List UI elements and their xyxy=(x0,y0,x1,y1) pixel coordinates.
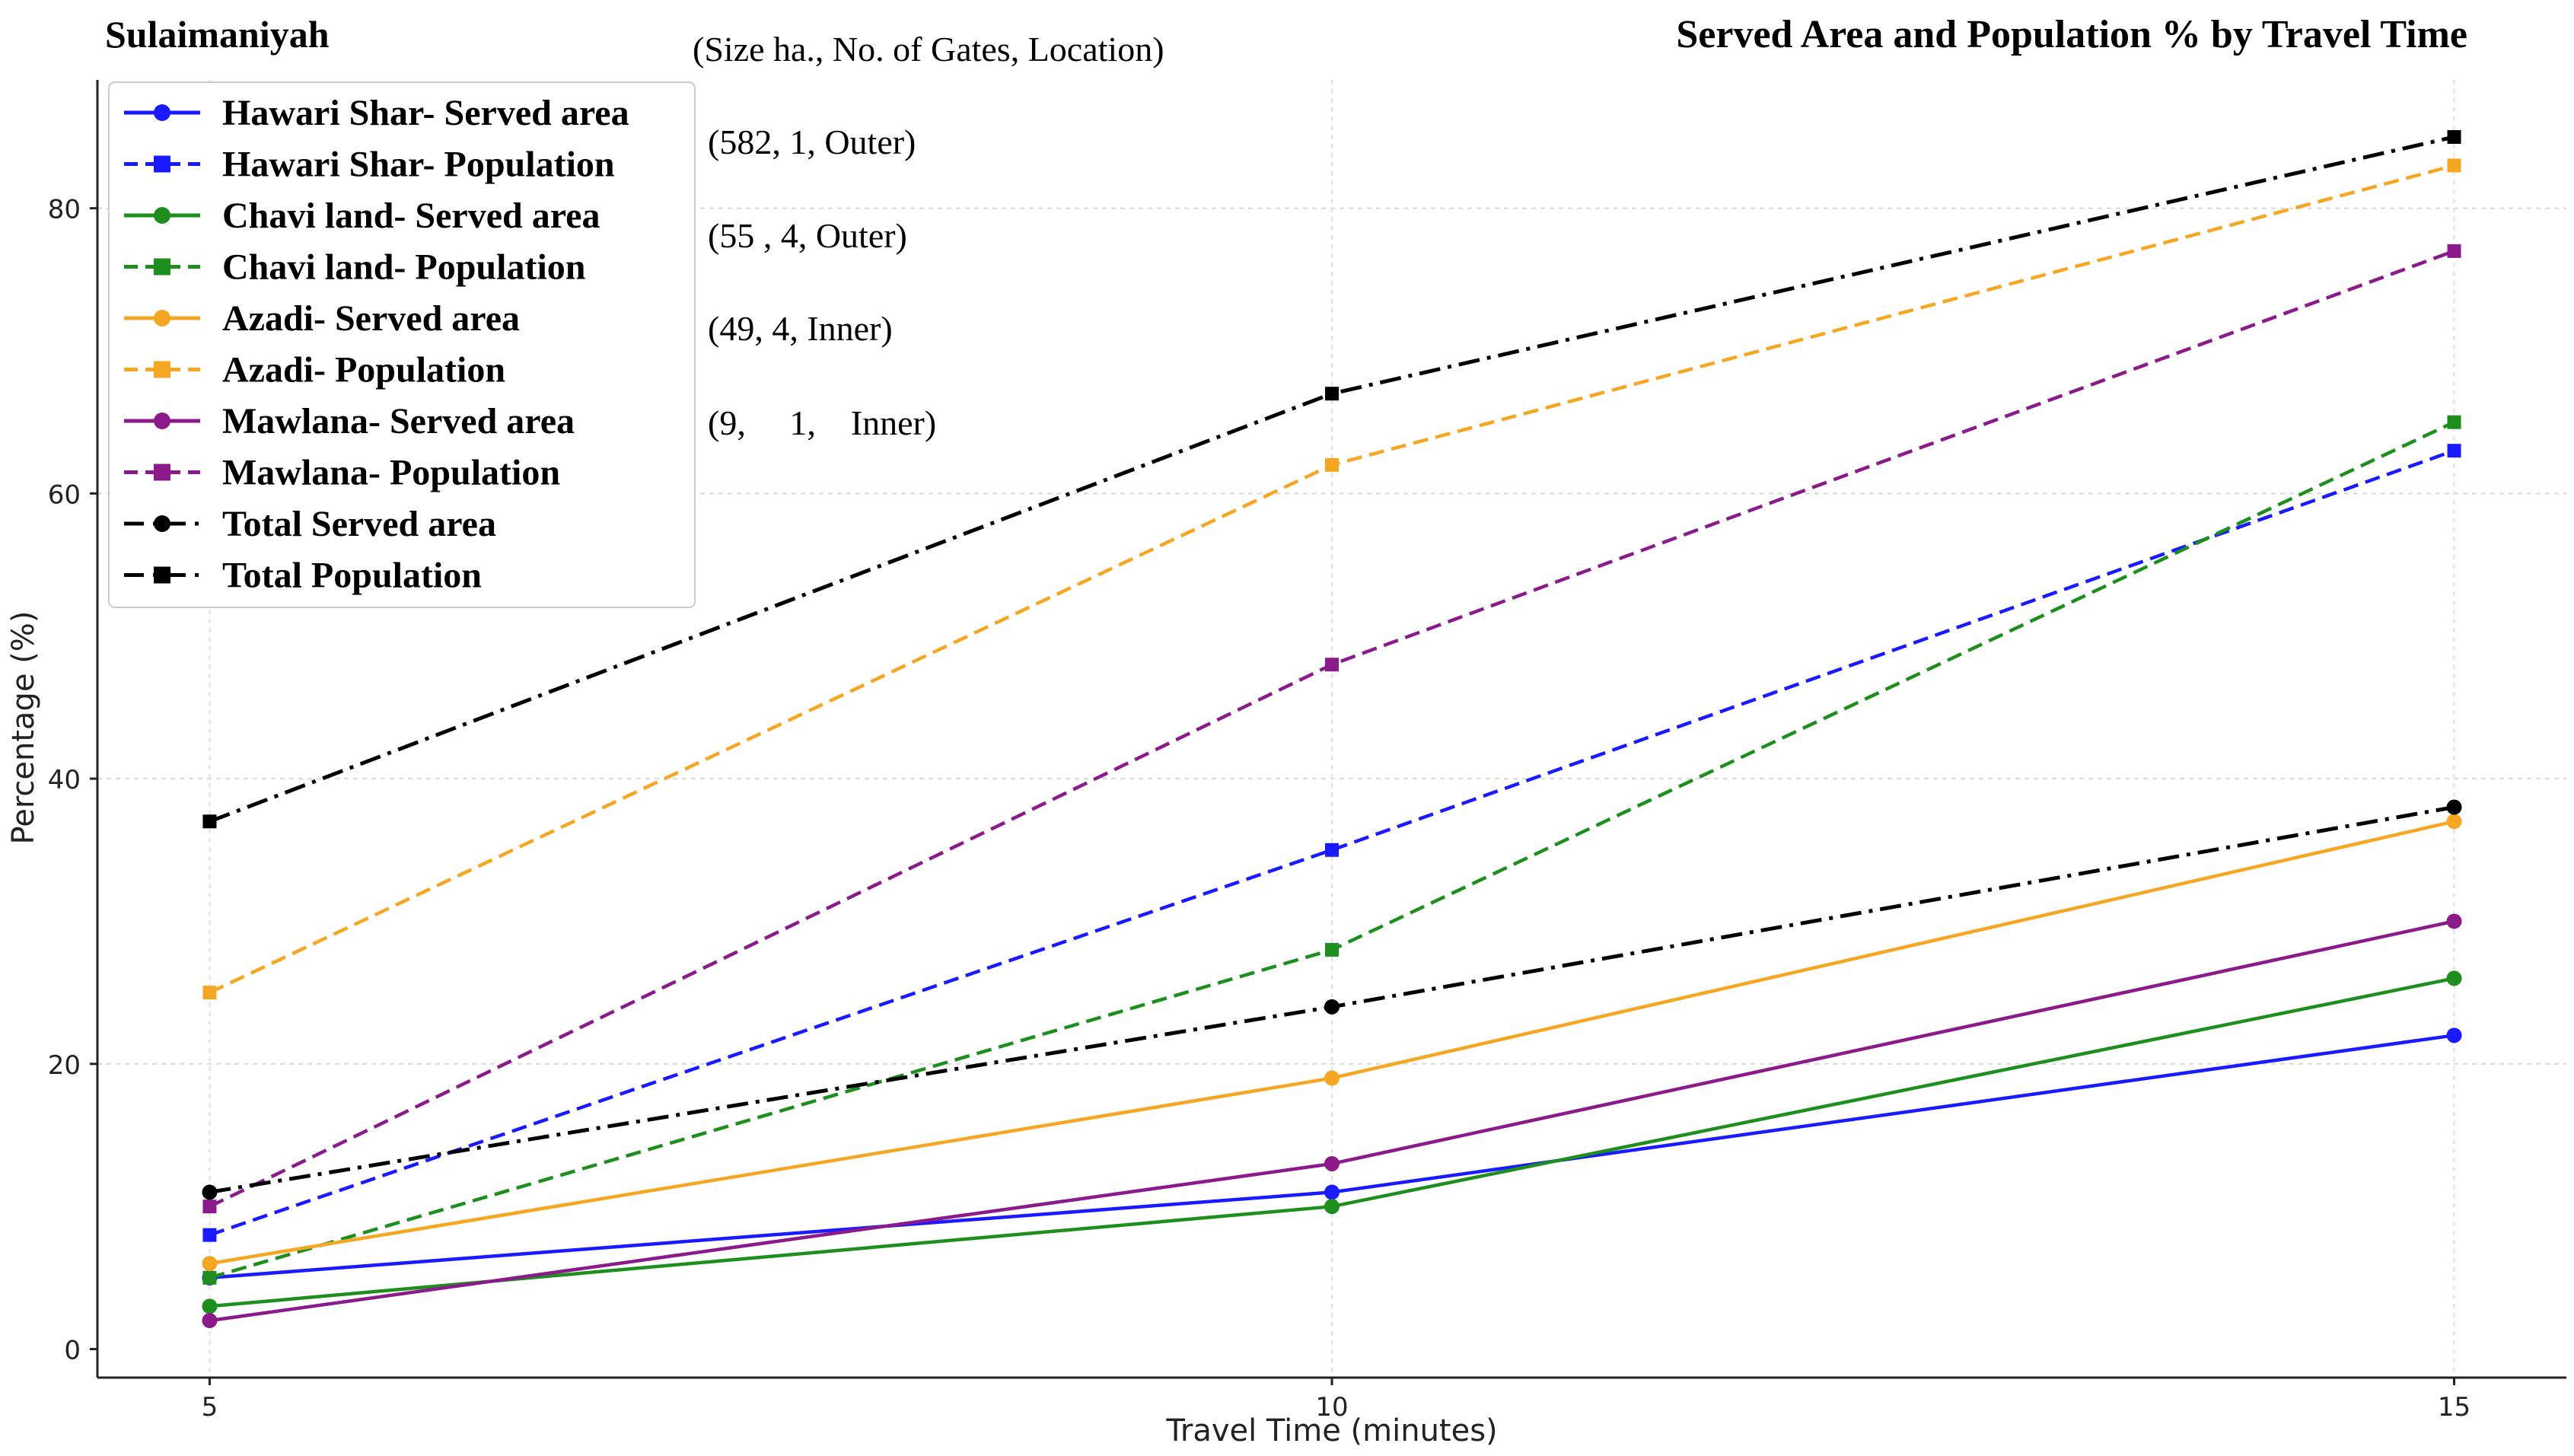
y-tick-label: 80 xyxy=(48,195,81,225)
data-point xyxy=(1325,942,1339,957)
data-point xyxy=(2446,1027,2462,1043)
y-tick-label: 0 xyxy=(64,1336,81,1366)
annotation-hawari-shar: (582, 1, Outer) xyxy=(708,123,916,161)
chart-title: Served Area and Population % by Travel T… xyxy=(1676,13,2467,56)
legend-item-hawari-shar-population: Hawari Shar- Population xyxy=(124,145,615,185)
data-point xyxy=(202,1228,217,1242)
city-title: Sulaimaniyah xyxy=(105,13,330,56)
annotation-mawlana: (9, 1, Inner) xyxy=(708,403,936,442)
series-azadi-served-area xyxy=(202,814,2462,1272)
data-point xyxy=(1325,843,1339,857)
y-axis-title: Percentage (%) xyxy=(6,611,41,845)
x-tick-label: 15 xyxy=(2438,1392,2470,1423)
legend-marker xyxy=(154,413,170,429)
legend-label: Hawari Shar- Population xyxy=(222,145,615,185)
legend-marker xyxy=(154,566,170,584)
series-chavi-land-served-area xyxy=(202,970,2462,1314)
legend-item-mawlana-served-area: Mawlana- Served area xyxy=(124,401,575,441)
series-mawlana-population xyxy=(202,244,2461,1214)
y-tick-label: 60 xyxy=(48,479,81,510)
legend-marker xyxy=(154,361,170,378)
data-point xyxy=(1324,1184,1340,1200)
data-point xyxy=(1325,387,1339,401)
x-tick-label: 10 xyxy=(1315,1392,1348,1423)
legend-marker xyxy=(154,155,170,173)
x-tick-label: 5 xyxy=(202,1392,218,1423)
legend-label: Chavi land- Population xyxy=(222,247,585,288)
data-point xyxy=(1324,1199,1340,1215)
series-lines xyxy=(202,129,2462,1329)
legend-item-total-population: Total Population xyxy=(124,556,482,596)
legend-marker xyxy=(154,258,170,276)
data-point xyxy=(1324,1155,1340,1171)
data-point xyxy=(202,1256,218,1272)
data-point xyxy=(2447,415,2461,429)
series-total-served-area xyxy=(202,799,2462,1200)
annotations: (582, 1, Outer) (55 , 4, Outer) (49, 4, … xyxy=(708,123,936,442)
series-mawlana-served-area xyxy=(202,913,2462,1329)
legend-item-chavi-land-population: Chavi land- Population xyxy=(124,247,585,288)
data-point xyxy=(2446,799,2462,815)
legend-marker xyxy=(154,515,170,532)
legend-item-total-served-area: Total Served area xyxy=(124,504,496,544)
legend-label: Chavi land- Served area xyxy=(222,196,600,236)
legend-label: Total Served area xyxy=(222,504,496,544)
data-point xyxy=(2447,158,2461,173)
legend: Hawari Shar- Served area Hawari Shar- Pop… xyxy=(108,81,696,608)
data-point xyxy=(202,814,217,829)
data-point xyxy=(1324,999,1340,1015)
legend-label: Azadi- Served area xyxy=(222,298,520,339)
data-point xyxy=(202,1270,217,1285)
legend-marker xyxy=(154,310,170,327)
legend-marker xyxy=(154,104,170,121)
data-point xyxy=(202,1184,218,1200)
legend-marker xyxy=(154,464,170,481)
data-point xyxy=(2446,814,2462,830)
annotation-chavi-land: (55 , 4, Outer) xyxy=(708,216,907,255)
y-tick-label: 40 xyxy=(48,765,81,795)
series-line xyxy=(209,448,2455,1237)
data-point xyxy=(2447,244,2461,258)
data-point xyxy=(2446,970,2462,986)
series-total-population xyxy=(202,129,2461,829)
series-azadi-population xyxy=(202,158,2461,1000)
data-point xyxy=(2446,913,2462,929)
legend-label: Azadi- Population xyxy=(222,350,505,390)
legend-item-chavi-land-served-area: Chavi land- Served area xyxy=(124,196,600,236)
legend-item-hawari-shar-served-area: Hawari Shar- Served area xyxy=(124,93,629,133)
legend-label: Total Population xyxy=(222,556,482,596)
data-point xyxy=(1325,658,1339,672)
legend-marker xyxy=(154,207,170,224)
data-point xyxy=(202,986,217,1000)
legend-box xyxy=(108,81,696,608)
legend-label: Hawari Shar- Served area xyxy=(222,93,629,133)
axis-ticks: 0 20 40 60 80 5 10 15 xyxy=(48,195,2470,1423)
data-point xyxy=(1324,1070,1340,1086)
y-tick-label: 20 xyxy=(48,1050,81,1081)
legend-label: Mawlana- Population xyxy=(222,453,560,493)
legend-label: Mawlana- Served area xyxy=(222,401,575,441)
series-chavi-land-population xyxy=(202,415,2461,1285)
annotation-azadi: (49, 4, Inner) xyxy=(708,309,893,348)
data-point xyxy=(202,1313,218,1329)
legend-item-azadi-population: Azadi- Population xyxy=(124,350,505,390)
data-point xyxy=(202,1200,217,1214)
x-axis-title: Travel Time (minutes) xyxy=(1165,1413,1497,1448)
data-point xyxy=(202,1298,218,1314)
data-point xyxy=(1325,457,1339,472)
legend-item-mawlana-population: Mawlana- Population xyxy=(124,453,560,493)
data-point xyxy=(2447,444,2461,458)
legend-item-azadi-served-area: Azadi- Served area xyxy=(124,298,520,339)
chart-subtitle: (Size ha., No. of Gates, Location) xyxy=(693,30,1164,68)
data-point xyxy=(2447,129,2461,144)
series-hawari-shar-population xyxy=(202,444,2461,1242)
